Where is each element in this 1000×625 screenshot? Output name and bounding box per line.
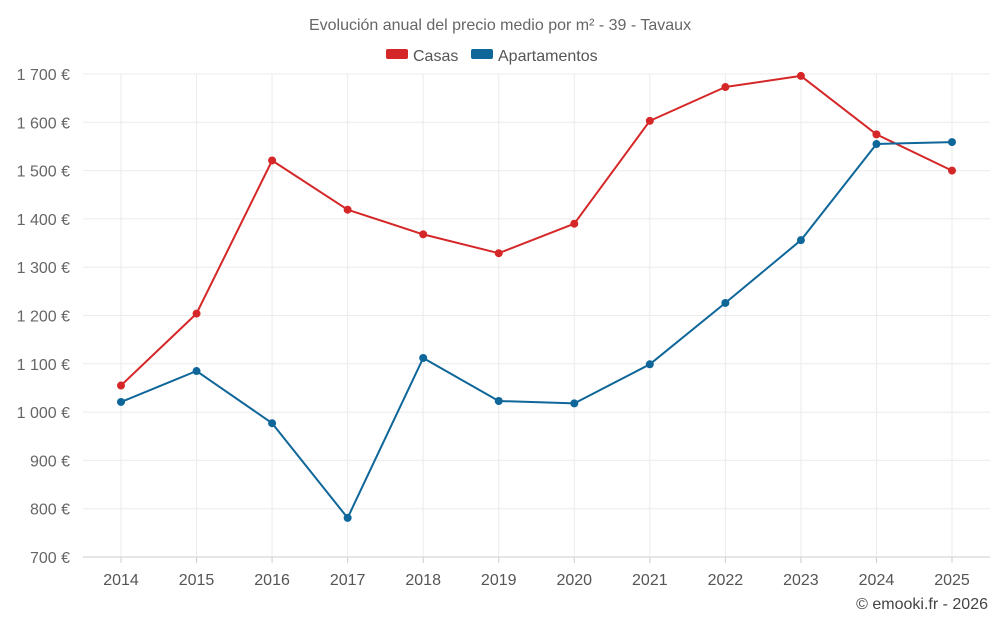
legend-label-apartamentos: Apartamentos (498, 48, 598, 65)
data-point-apartamentos[interactable] (872, 140, 881, 149)
y-tick-label: 800 € (30, 502, 70, 519)
data-point-casas[interactable] (721, 83, 730, 92)
data-point-casas[interactable] (948, 166, 956, 175)
x-tick-label: 2021 (632, 572, 668, 589)
x-tick-label: 2016 (254, 572, 290, 589)
x-tick-label: 2024 (859, 572, 895, 589)
y-tick-label: 1 200 € (17, 309, 70, 326)
y-tick-label: 700 € (30, 550, 70, 567)
data-point-casas[interactable] (268, 156, 277, 165)
legend-swatch-apartamentos (471, 49, 493, 59)
y-tick-label: 1 300 € (17, 260, 70, 277)
x-tick-label: 2018 (405, 572, 441, 589)
grid (83, 73, 990, 558)
data-point-casas[interactable] (117, 381, 125, 390)
y-tick-label: 1 500 € (17, 164, 70, 181)
legend-swatch-casas (386, 49, 408, 59)
data-point-apartamentos[interactable] (117, 397, 125, 406)
x-tick-label: 2017 (330, 572, 366, 589)
legend-label-casas: Casas (413, 48, 458, 65)
x-axis: 2014 2015 2016 2017 2018 2019 2020 2021 2022 2023… (103, 557, 970, 589)
legend-item-casas[interactable]: Casas (386, 48, 458, 65)
data-point-casas[interactable] (419, 230, 428, 239)
series-points (117, 71, 956, 522)
data-point-casas[interactable] (570, 219, 579, 228)
x-tick-label: 2025 (934, 572, 970, 589)
data-point-casas[interactable] (343, 205, 352, 214)
data-point-apartamentos[interactable] (268, 419, 277, 428)
data-point-apartamentos[interactable] (796, 236, 805, 245)
legend[interactable]: Casas Apartamentos (386, 48, 598, 65)
data-point-apartamentos[interactable] (570, 399, 579, 408)
chart-title: Evolución anual del precio medio por m² … (309, 17, 691, 34)
data-point-apartamentos[interactable] (419, 354, 428, 363)
credit-text: © emooki.fr - 2026 (856, 596, 988, 613)
x-tick-label: 2014 (103, 572, 139, 589)
data-point-apartamentos[interactable] (721, 298, 730, 307)
x-tick-label: 2015 (179, 572, 215, 589)
x-tick-label: 2023 (783, 572, 819, 589)
data-point-casas[interactable] (872, 130, 881, 139)
data-point-apartamentos[interactable] (343, 513, 352, 522)
y-tick-label: 900 € (30, 453, 70, 470)
y-tick-label: 1 600 € (17, 115, 70, 132)
data-point-casas[interactable] (796, 71, 805, 80)
data-point-apartamentos[interactable] (645, 360, 654, 369)
x-tick-label: 2020 (556, 572, 592, 589)
legend-item-apartamentos[interactable]: Apartamentos (471, 48, 598, 65)
y-axis: 700 € 800 € 900 € 1 000 € 1 100 € 1 200 € 1 30… (17, 67, 70, 567)
data-point-casas[interactable] (494, 249, 503, 258)
y-tick-label: 1 400 € (17, 212, 70, 229)
y-tick-label: 1 700 € (17, 67, 70, 84)
series-lines (120, 74, 953, 519)
data-point-casas[interactable] (192, 309, 201, 318)
x-tick-label: 2022 (708, 572, 744, 589)
data-point-apartamentos[interactable] (192, 367, 201, 376)
series-line-apartamentos (120, 141, 953, 519)
data-point-apartamentos[interactable] (948, 138, 956, 147)
y-tick-label: 1 000 € (17, 405, 70, 422)
x-tick-label: 2019 (481, 572, 517, 589)
data-point-casas[interactable] (645, 116, 654, 125)
series-line-casas (120, 74, 953, 387)
y-tick-label: 1 100 € (17, 357, 70, 374)
data-point-apartamentos[interactable] (494, 396, 503, 405)
